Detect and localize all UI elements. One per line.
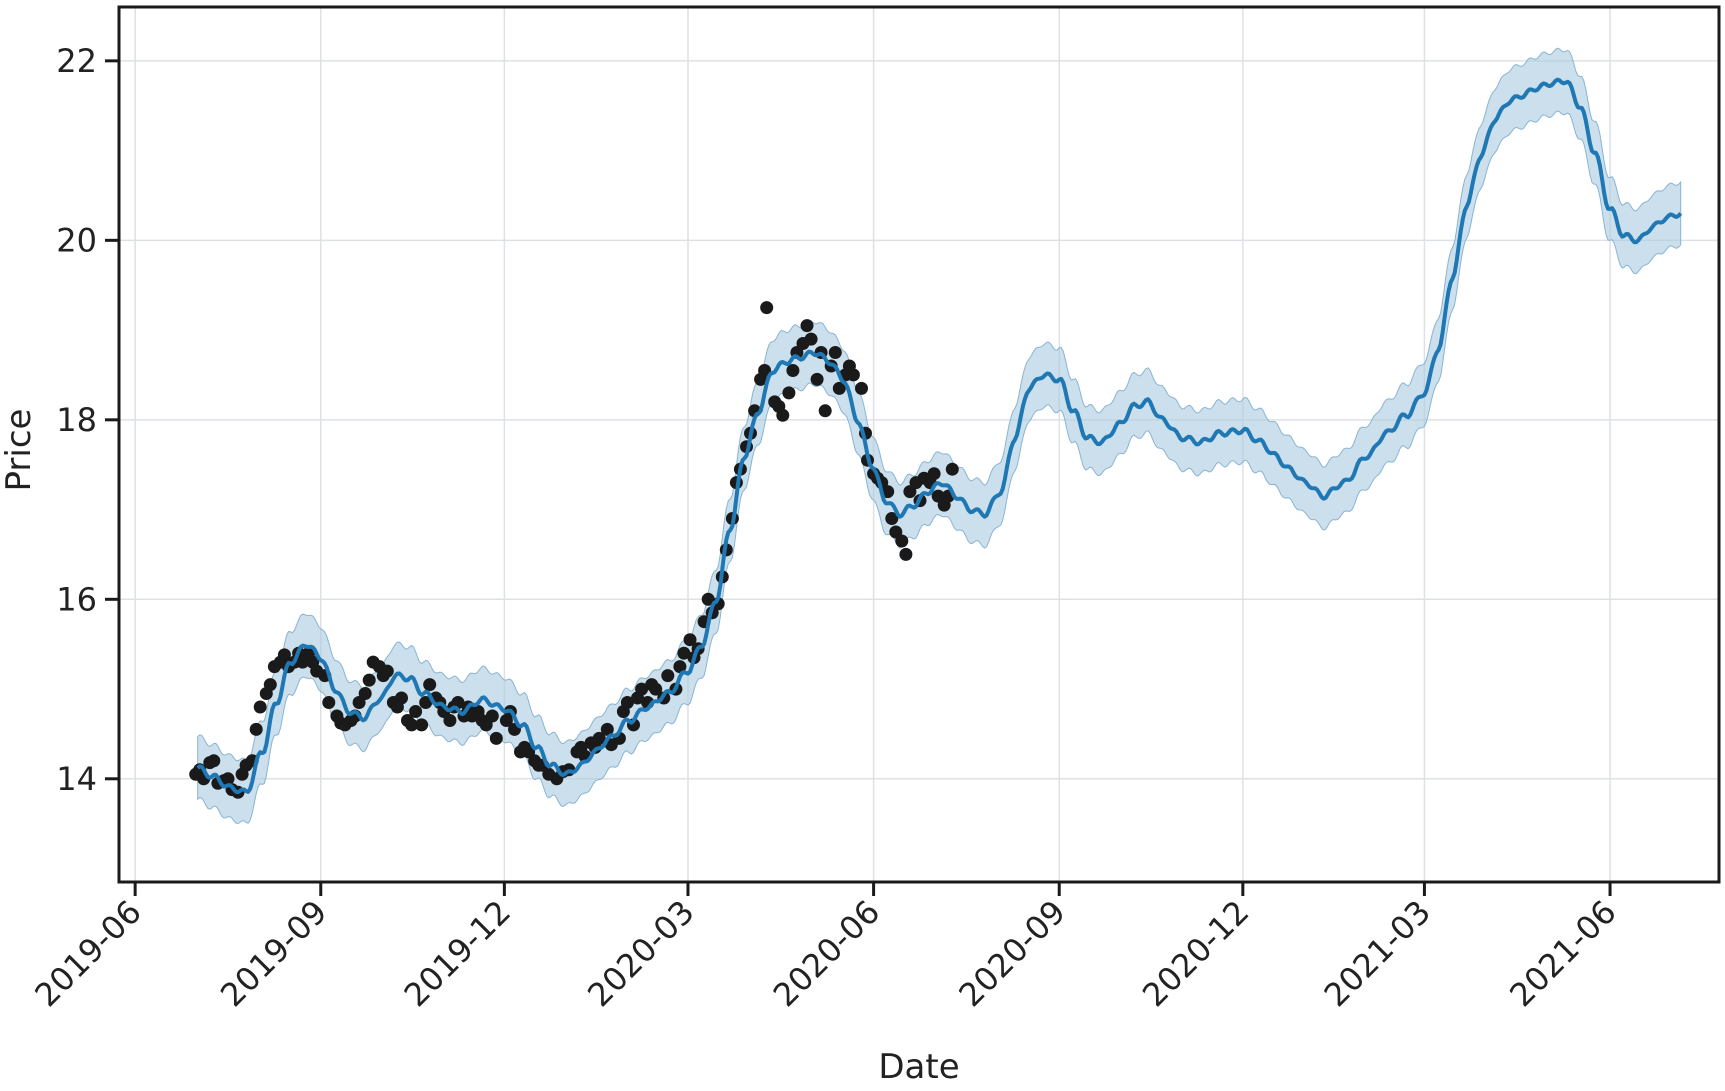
observed-point — [782, 386, 796, 400]
observed-point — [927, 467, 941, 481]
observed-point — [423, 678, 437, 692]
y-tick-label: 20 — [56, 221, 97, 259]
observed-point — [800, 319, 814, 333]
y-axis: 14 16 18 20 22 — [56, 42, 119, 798]
observed-point — [661, 669, 675, 683]
observed-point — [895, 534, 909, 548]
x-axis: 2019-06 2019-09 2019-12 2020-03 2020-06 2020-… — [27, 882, 1624, 1014]
observed-point — [221, 772, 235, 786]
x-tick-label: 2019-06 — [27, 893, 148, 1014]
observed-point — [485, 709, 499, 723]
observed-point — [253, 700, 267, 714]
x-tick-label: 2020-12 — [1135, 893, 1256, 1014]
observed-point — [786, 364, 800, 377]
observed-point — [419, 696, 433, 709]
grid-lines — [119, 7, 1719, 882]
observed-point — [395, 691, 408, 705]
observed-point — [362, 673, 376, 687]
observed-point — [620, 696, 634, 709]
observed-point — [855, 381, 868, 395]
observed-point — [600, 722, 614, 736]
observed-point — [846, 368, 860, 382]
y-tick-label: 22 — [56, 42, 97, 80]
observed-point — [249, 722, 263, 736]
x-tick-label: 2020-03 — [580, 893, 701, 1014]
x-tick-label: 2019-09 — [213, 893, 334, 1014]
observed-point — [828, 346, 842, 359]
observed-point — [415, 718, 429, 732]
observed-point — [405, 718, 419, 732]
y-axis-title: Price — [0, 409, 39, 492]
x-axis-title: Date — [878, 1047, 959, 1087]
y-tick-label: 16 — [56, 580, 97, 618]
y-tick-label: 14 — [56, 760, 97, 798]
plot-background — [119, 7, 1719, 882]
y-tick-label: 18 — [56, 401, 97, 439]
observed-point — [776, 408, 790, 422]
observed-point — [818, 404, 832, 418]
observed-point — [358, 687, 372, 700]
observed-point — [881, 485, 895, 499]
observed-point — [635, 682, 649, 696]
observed-point — [810, 372, 824, 386]
observed-point — [409, 705, 423, 718]
observed-point — [322, 696, 336, 709]
observed-point — [207, 754, 221, 768]
observed-point — [443, 714, 457, 727]
observed-point — [380, 664, 394, 678]
plot-frame — [117, 5, 1721, 884]
observed-point — [683, 633, 697, 647]
observed-point — [899, 547, 913, 561]
observed-points — [189, 301, 959, 799]
observed-point — [592, 731, 606, 745]
x-tick-label: 2021-03 — [1317, 893, 1438, 1014]
observed-point — [832, 381, 846, 395]
observed-point — [945, 462, 959, 476]
observed-point — [649, 682, 663, 696]
x-tick-label: 2020-09 — [951, 893, 1072, 1014]
observed-point — [885, 512, 899, 525]
observed-point — [677, 646, 691, 660]
x-tick-label: 2021-06 — [1502, 893, 1623, 1014]
observed-point — [701, 592, 715, 606]
x-tick-label: 2020-06 — [766, 893, 887, 1014]
observed-point — [758, 364, 772, 377]
observed-point — [760, 301, 774, 315]
observed-point — [489, 731, 503, 745]
observed-point — [673, 660, 687, 674]
observed-point — [263, 678, 277, 692]
observed-point — [804, 332, 818, 346]
observed-point — [277, 648, 291, 662]
forecast-line — [196, 77, 1683, 795]
x-tick-label: 2019-12 — [397, 893, 518, 1014]
